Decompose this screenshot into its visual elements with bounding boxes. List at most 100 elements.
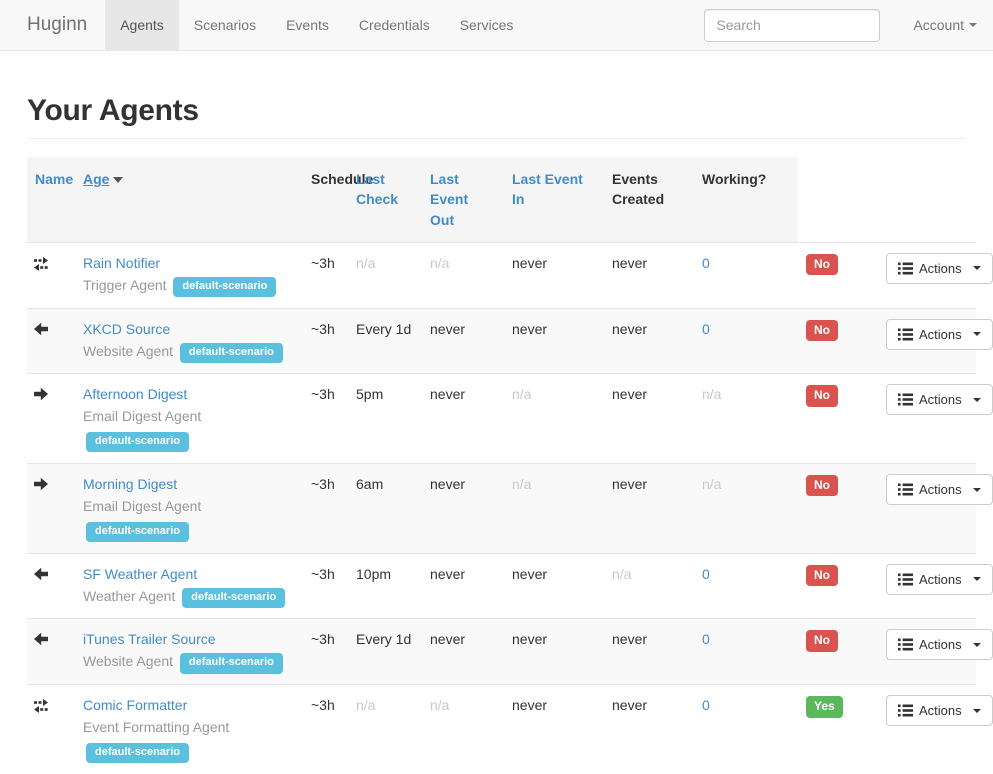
actions-button[interactable]: Actions: [886, 695, 993, 727]
events-created-link[interactable]: 0: [702, 565, 710, 582]
brand-link[interactable]: Huginn: [27, 14, 88, 35]
agent-last-check: never: [430, 565, 466, 582]
agents-table: Name Age Schedule Last Check Last Event Out L…: [27, 157, 993, 774]
nav-item-events[interactable]: Events: [286, 17, 329, 33]
working-status-badge: No: [806, 319, 838, 342]
actions-button-label: Actions: [919, 571, 962, 587]
agent-last-check: never: [430, 320, 466, 337]
agent-last-event-out: never: [512, 254, 548, 271]
agent-age: ~3h: [311, 476, 335, 493]
agent-row: Comic Formatter Event Formatting Agent de…: [27, 684, 993, 774]
column-header-schedule: Schedule: [303, 157, 373, 243]
chevron-down-icon: [972, 487, 981, 492]
column-header-last-event-out[interactable]: Last Event Out: [422, 157, 504, 243]
agent-last-check: n/a: [430, 697, 450, 714]
events-created-value: n/a: [702, 476, 722, 493]
arrow-right-icon: [33, 477, 67, 491]
agent-last-check: n/a: [430, 254, 450, 271]
agent-name-link[interactable]: SF Weather Agent: [83, 565, 198, 582]
actions-button[interactable]: Actions: [886, 318, 993, 350]
account-label: Account: [913, 17, 964, 33]
agent-name-link[interactable]: Afternoon Digest: [83, 386, 188, 403]
nav-item-agents[interactable]: Agents: [105, 0, 179, 50]
page-title: Your Agents: [27, 94, 199, 127]
scenario-badge[interactable]: default-scenario: [173, 276, 277, 298]
chevron-down-icon: [969, 23, 977, 27]
agent-type-label: Email Digest Agent: [83, 498, 202, 515]
agent-age: ~3h: [311, 320, 335, 337]
agent-name-link[interactable]: XKCD Source: [83, 320, 171, 337]
search-input[interactable]: [704, 8, 881, 42]
column-header-age[interactable]: Age: [75, 157, 303, 243]
actions-button-label: Actions: [919, 260, 962, 276]
actions-button[interactable]: Actions: [886, 474, 993, 506]
chevron-down-icon: [972, 266, 981, 271]
agent-last-check: never: [430, 631, 466, 648]
agent-type-label: Website Agent: [83, 342, 174, 359]
working-status-badge: No: [806, 564, 838, 587]
exchange-icon: [33, 698, 67, 714]
column-header-events-created: Events Created: [604, 157, 694, 243]
events-created-value: n/a: [702, 386, 722, 403]
scenario-badge[interactable]: default-scenario: [86, 743, 189, 764]
agent-last-event-out: n/a: [512, 476, 532, 493]
list-icon: [898, 262, 913, 275]
agent-row: SF Weather Agent Weather Agent default-sc…: [27, 552, 993, 619]
agent-age: ~3h: [311, 631, 335, 648]
chevron-down-icon: [972, 642, 981, 647]
actions-button-label: Actions: [919, 392, 962, 408]
agent-name-link[interactable]: iTunes Trailer Source: [83, 631, 216, 648]
actions-button[interactable]: Actions: [886, 563, 993, 595]
chevron-down-icon: [972, 577, 981, 582]
agent-type-label: Weather Agent: [83, 587, 176, 604]
nav-item-credentials[interactable]: Credentials: [358, 17, 430, 33]
agent-type-label: Trigger Agent: [83, 276, 167, 293]
scenario-badge[interactable]: default-scenario: [86, 521, 189, 543]
actions-button-label: Actions: [919, 637, 962, 653]
agent-name-link[interactable]: Rain Notifier: [83, 254, 161, 271]
agent-last-event-out: never: [512, 631, 548, 648]
navbar-right: Account: [704, 0, 993, 50]
actions-button[interactable]: Actions: [886, 384, 993, 416]
column-header-name[interactable]: Name: [27, 157, 75, 243]
nav-item-scenarios[interactable]: Scenarios: [193, 17, 257, 33]
working-status-badge: No: [806, 253, 838, 276]
scenario-badge[interactable]: default-scenario: [179, 342, 283, 363]
agent-schedule: 5pm: [356, 386, 384, 403]
nav-item-services[interactable]: Services: [459, 17, 514, 33]
working-status-badge: No: [806, 630, 838, 652]
sort-caret-icon: [113, 177, 124, 184]
agent-age: ~3h: [311, 565, 335, 582]
list-icon: [898, 393, 913, 406]
agent-last-event-out: never: [512, 697, 548, 714]
scenario-badge[interactable]: default-scenario: [182, 587, 286, 608]
actions-button[interactable]: Actions: [886, 252, 993, 284]
chevron-down-icon: [972, 332, 981, 337]
agent-schedule: n/a: [356, 254, 376, 271]
events-created-link[interactable]: 0: [702, 697, 710, 714]
chevron-down-icon: [972, 397, 981, 402]
actions-button[interactable]: Actions: [886, 629, 993, 661]
agent-age: ~3h: [311, 254, 335, 271]
agent-row: Rain Notifier Trigger Agent default-scena…: [27, 241, 993, 309]
working-status-badge: Yes: [806, 696, 843, 718]
agent-name-link[interactable]: Comic Formatter: [83, 697, 188, 714]
events-created-link[interactable]: 0: [702, 631, 710, 648]
agent-last-event-in: never: [612, 631, 648, 648]
arrow-left-icon: [33, 567, 67, 581]
agent-row: Morning Digest Email Digest Agent default…: [27, 463, 993, 554]
column-header-last-check[interactable]: Last Check: [348, 157, 422, 243]
agent-schedule: 6am: [356, 476, 384, 493]
actions-button-label: Actions: [919, 703, 962, 719]
events-created-link[interactable]: 0: [702, 320, 710, 337]
account-dropdown[interactable]: Account: [913, 17, 977, 33]
list-icon: [898, 483, 913, 496]
events-created-link[interactable]: 0: [702, 254, 710, 271]
scenario-badge[interactable]: default-scenario: [86, 432, 189, 453]
agent-name-link[interactable]: Morning Digest: [83, 476, 178, 493]
actions-button-label: Actions: [919, 326, 962, 342]
agent-schedule: n/a: [356, 697, 376, 714]
exchange-icon: [33, 256, 67, 272]
column-header-last-event-in[interactable]: Last Event In: [504, 157, 604, 243]
scenario-badge[interactable]: default-scenario: [179, 653, 283, 674]
